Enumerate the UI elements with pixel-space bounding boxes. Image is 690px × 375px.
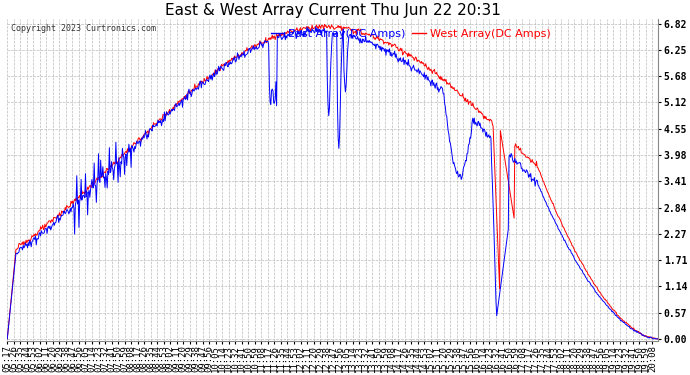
Title: East & West Array Current Thu Jun 22 20:31: East & West Array Current Thu Jun 22 20:… (165, 3, 501, 18)
Legend: East Array(DC Amps), West Array(DC Amps): East Array(DC Amps), West Array(DC Amps) (266, 24, 555, 44)
Text: Copyright 2023 Curtronics.com: Copyright 2023 Curtronics.com (10, 24, 155, 33)
